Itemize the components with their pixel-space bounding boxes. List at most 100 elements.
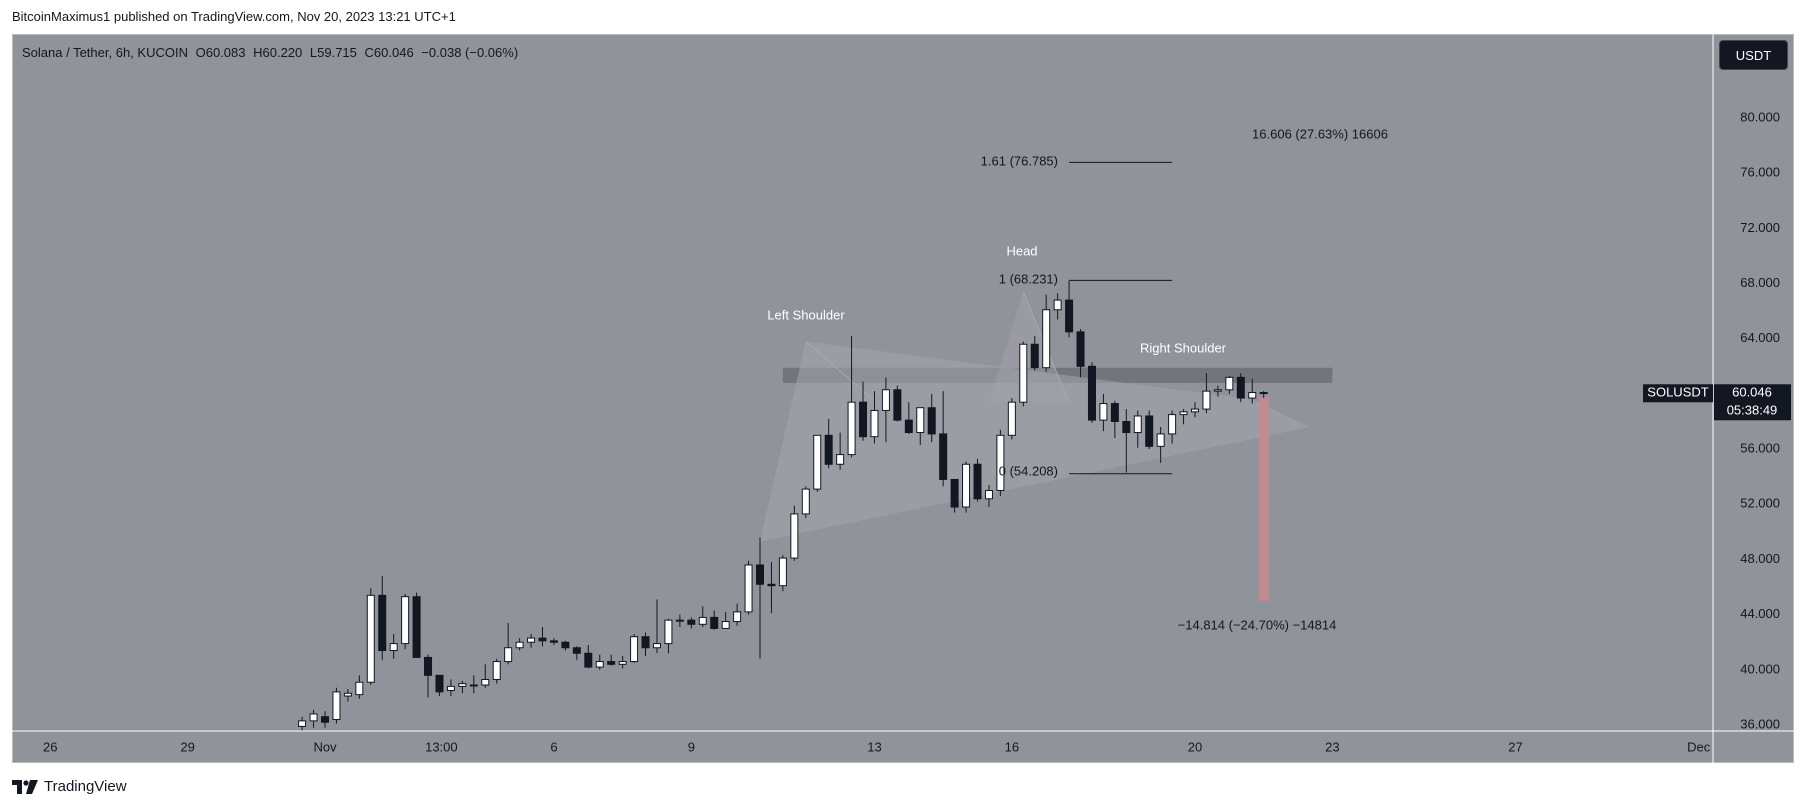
symbol-tag-bg — [1643, 384, 1713, 403]
candle-body-up — [366, 594, 375, 683]
legend-symbol: Solana / Tether, 6h, KUCOIN — [22, 45, 188, 60]
candle-body-down — [378, 594, 387, 652]
candle — [298, 716, 307, 731]
label-fib-0: 0 (54.208) — [999, 463, 1058, 478]
price-tick-label: 68.000 — [1740, 275, 1780, 290]
candle-body-down — [412, 596, 421, 658]
candle — [973, 458, 982, 502]
candle — [366, 588, 375, 685]
label-head: Head — [1006, 243, 1037, 258]
candle-body-down — [950, 478, 959, 508]
candle-body-down — [538, 637, 547, 642]
candle-body-up — [355, 681, 364, 696]
candle — [412, 592, 421, 658]
candle-body-down — [1030, 343, 1039, 369]
candle-body-down — [1065, 299, 1074, 333]
candle-body-up — [504, 647, 513, 663]
candle — [939, 391, 948, 487]
candle-body-up — [1053, 299, 1062, 311]
candle-body-down — [904, 419, 913, 434]
time-tick-label: Dec — [1687, 739, 1711, 754]
candle — [504, 622, 513, 665]
candle — [538, 627, 547, 647]
candle — [607, 654, 616, 666]
candle-body-up — [916, 407, 925, 434]
candle — [618, 656, 627, 669]
time-tick-label: 29 — [180, 739, 194, 754]
candle — [641, 632, 650, 657]
candle — [630, 633, 639, 663]
currency-button[interactable]: USDT — [1719, 40, 1788, 70]
candle-body-down — [687, 619, 696, 625]
candle-body-up — [801, 488, 810, 515]
tradingview-brand: TradingView — [44, 778, 127, 795]
candle-body-down — [939, 433, 948, 480]
price-tick-label: 64.000 — [1740, 330, 1780, 345]
label-left-shoulder: Left Shoulder — [767, 307, 845, 322]
candle-body-up — [996, 434, 1005, 491]
candle-body-down — [1076, 331, 1085, 367]
legend-close-label: C — [364, 45, 374, 60]
candle-body-up — [389, 643, 398, 652]
candle-body-down — [1122, 421, 1131, 434]
candle — [1236, 373, 1245, 403]
candle-body-up — [836, 454, 845, 465]
candle — [1019, 341, 1028, 407]
candle-body-up — [733, 611, 742, 623]
candle-body-up — [469, 684, 478, 687]
candle — [527, 633, 536, 648]
candle — [446, 679, 455, 697]
candle — [355, 675, 364, 699]
candle-body-up — [527, 637, 536, 643]
candle — [881, 377, 890, 443]
candle-body-up — [870, 409, 879, 438]
candle — [962, 461, 971, 513]
time-tick-label: 16 — [1005, 739, 1019, 754]
candle-body-down — [641, 636, 650, 649]
time-tick-label: 13 — [867, 739, 881, 754]
candle-body-up — [1007, 401, 1016, 436]
price-tick-label: 44.000 — [1740, 606, 1780, 621]
candle — [790, 505, 799, 561]
legend-low-label: L — [309, 45, 318, 60]
candle — [1259, 391, 1268, 399]
candle-body-down — [435, 674, 444, 693]
head-pattern — [988, 291, 1070, 403]
candle — [1030, 335, 1039, 371]
candle — [1248, 378, 1257, 404]
candle-body-up — [1202, 390, 1211, 410]
candle — [652, 599, 661, 654]
candle-body-down — [859, 401, 868, 438]
candle-body-up — [1168, 414, 1177, 435]
candle-body-up — [1156, 433, 1165, 447]
price-tick-label: 56.000 — [1740, 441, 1780, 456]
candle — [778, 555, 787, 592]
candle-body-up — [446, 685, 455, 692]
symbol-tag: SOLUSDT — [1647, 385, 1708, 400]
candle — [1168, 410, 1177, 444]
candle-body-up — [618, 661, 627, 665]
candle-body-up — [1191, 408, 1199, 413]
candle — [515, 638, 524, 651]
publisher-header: BitcoinMaximus1 published on TradingView… — [12, 9, 456, 24]
ohlc-legend: Solana / Tether, 6h, KUCOIN O60.083 H60.… — [22, 45, 518, 60]
candle — [710, 610, 719, 630]
time-tick-label: 9 — [688, 739, 695, 754]
candle-body-up — [481, 678, 490, 686]
tradingview-logo[interactable]: TradingView — [12, 778, 127, 795]
candle-body-up — [1225, 376, 1234, 391]
candle — [904, 402, 913, 434]
candle — [1191, 402, 1199, 418]
candle — [664, 618, 673, 654]
candle-body-up — [1019, 343, 1028, 403]
candle — [1110, 400, 1119, 439]
candle-body-down — [893, 389, 902, 421]
candle-body-down — [1236, 376, 1245, 399]
candle — [1122, 409, 1131, 473]
legend-change: −0.038 (−0.06%) — [421, 45, 519, 60]
price-tick-label: 48.000 — [1740, 551, 1780, 566]
candle-body-down — [824, 434, 833, 465]
legend-high-value: 60.220 — [262, 45, 303, 60]
candle-body-up — [458, 683, 467, 687]
